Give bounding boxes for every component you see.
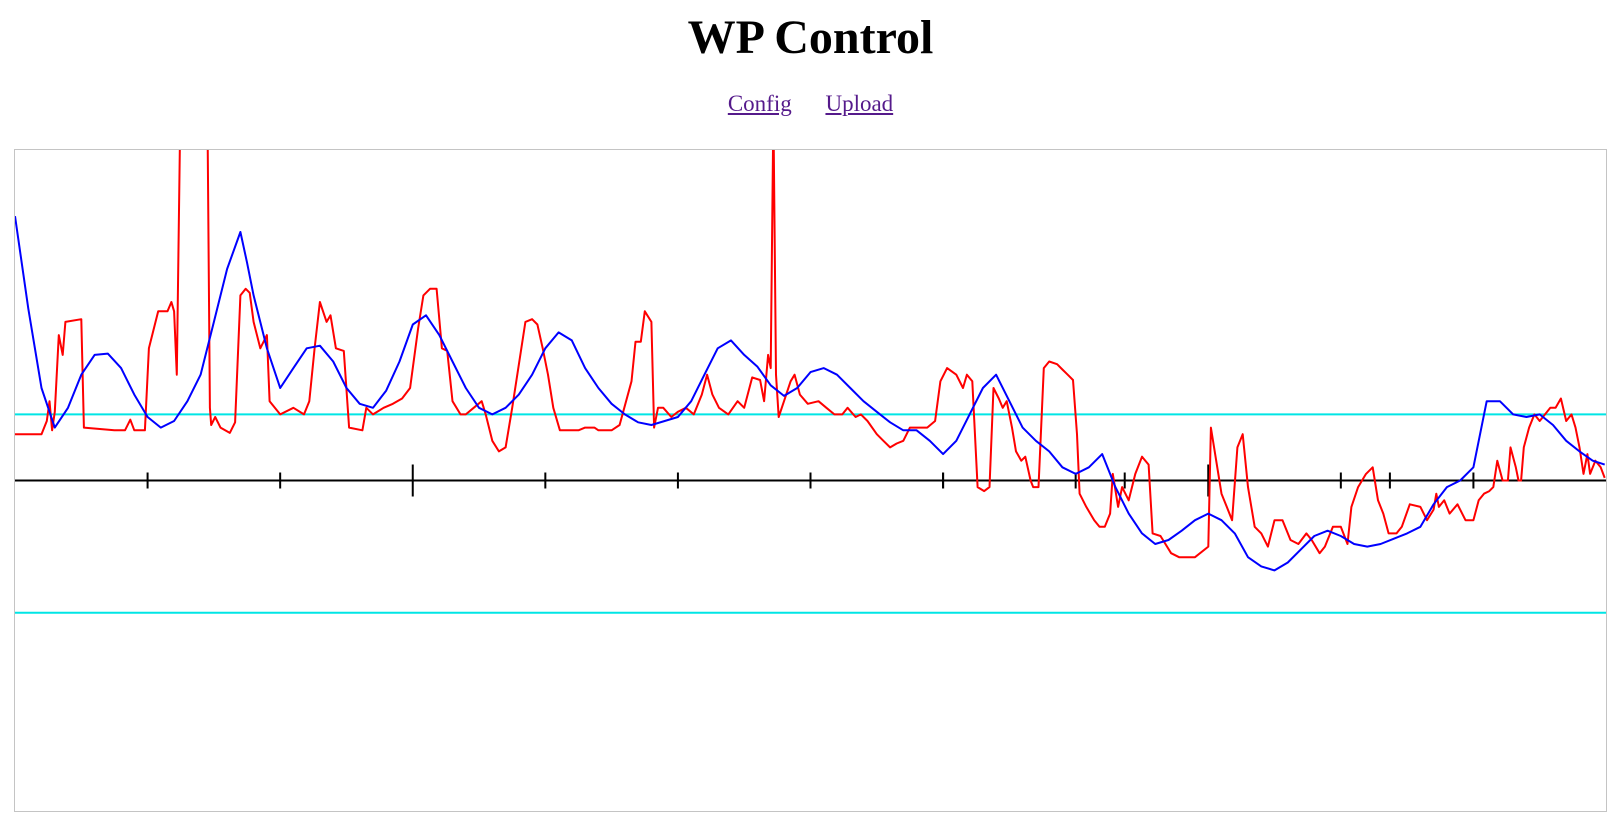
upload-link[interactable]: Upload: [825, 91, 894, 116]
series-line-raw: [15, 150, 1606, 559]
nav-links: Config Upload: [0, 90, 1621, 118]
chart: [15, 150, 1606, 614]
page-title: WP Control: [687, 11, 934, 64]
series-line-smoothed: [15, 215, 1606, 572]
chart-frame: [14, 149, 1607, 812]
config-link[interactable]: Config: [727, 91, 792, 116]
